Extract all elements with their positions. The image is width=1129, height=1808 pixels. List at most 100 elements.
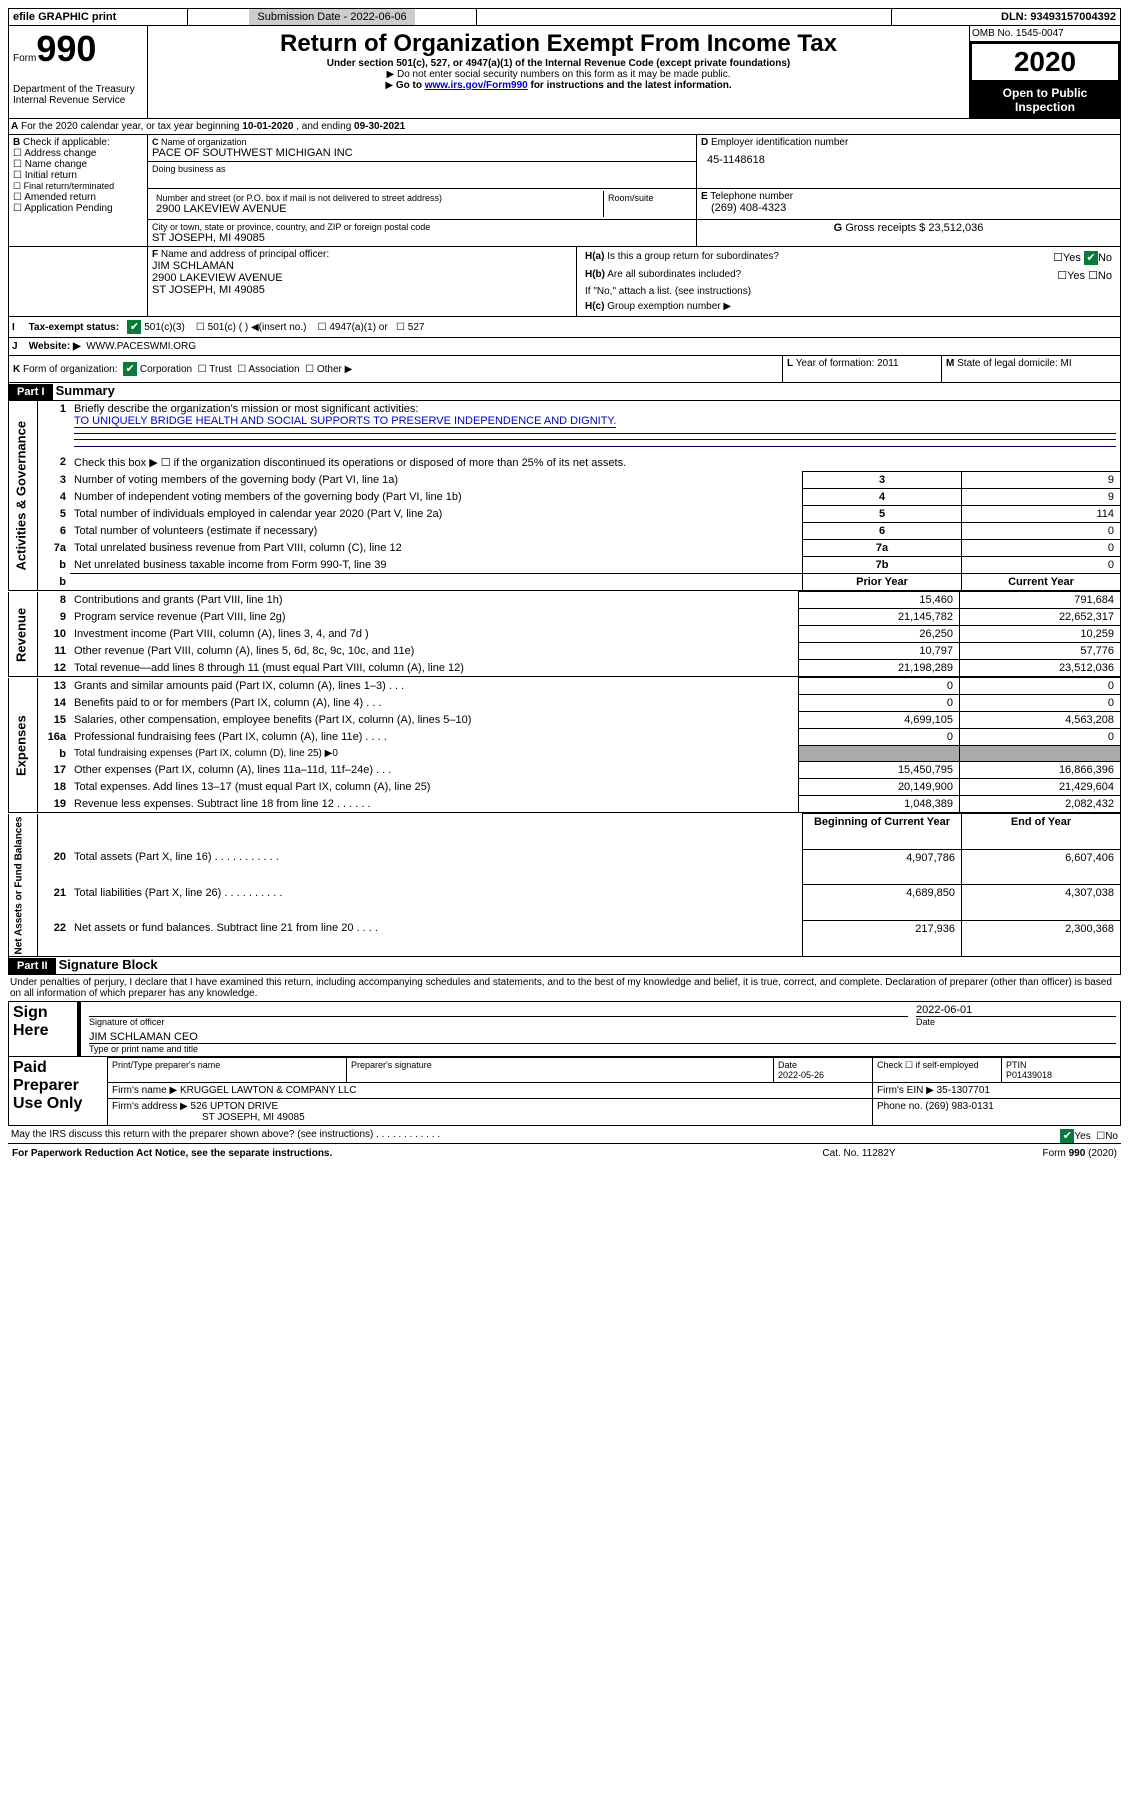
firm-city: ST JOSEPH, MI 49085 (112, 1112, 305, 1123)
ein: 45-1148618 (701, 148, 1116, 172)
ha-yesno[interactable]: ☐Yes ✔No (983, 249, 1116, 267)
exp15-text: Salaries, other compensation, employee b… (70, 712, 799, 729)
corp-check[interactable]: ✔ (123, 362, 137, 376)
ptin: P01439018 (1006, 1070, 1052, 1080)
paid-preparer: Paid Preparer Use Only Print/Type prepar… (8, 1057, 1121, 1126)
dln: DLN: 93493157004392 (1001, 11, 1116, 23)
line7b-text: Net unrelated business taxable income fr… (70, 557, 803, 574)
line-j: J Website: ▶ WWW.PACESWMI.ORG (8, 338, 1121, 356)
line-i: I Tax-exempt status: ✔ 501(c)(3) ☐ 501(c… (8, 317, 1121, 338)
open-public: Open to Public Inspection (970, 82, 1120, 118)
sig-date: 2022-06-01 (916, 1004, 1116, 1017)
hb-yesno[interactable]: ☐Yes ☐No (983, 267, 1116, 284)
firm-name: KRUGGEL LAWTON & COMPANY LLC (180, 1085, 357, 1096)
net22-text: Net assets or fund balances. Subtract li… (70, 920, 803, 956)
addr-label: Number and street (or P.O. box if mail i… (156, 193, 599, 203)
net20-text: Total assets (Part X, line 16) . . . . .… (70, 849, 803, 885)
exp14-text: Benefits paid to or for members (Part IX… (70, 695, 799, 712)
opt-final[interactable]: ☐ Final return/terminated (13, 181, 143, 192)
line7a-text: Total unrelated business revenue from Pa… (70, 540, 803, 557)
efile-label: efile GRAPHIC print (13, 11, 116, 23)
ha-label: Is this a group return for subordinates? (607, 251, 779, 262)
rev12-text: Total revenue—add lines 8 through 11 (mu… (70, 660, 799, 677)
selfemp[interactable]: Check ☐ if self-employed (873, 1057, 1002, 1082)
room-label: Room/suite (604, 191, 693, 217)
officer-name: JIM SCHLAMAN (152, 260, 572, 272)
summary-table: Activities & Governance 1 Briefly descri… (8, 401, 1121, 591)
hc-label: Group exemption number ▶ (607, 301, 731, 312)
dba-label: Doing business as (152, 164, 692, 174)
prep-date: 2022-05-26 (778, 1070, 824, 1080)
net21-text: Total liabilities (Part X, line 26) . . … (70, 885, 803, 921)
opt-initial[interactable]: ☐ Initial return (13, 170, 143, 181)
city: ST JOSEPH, MI 49085 (152, 232, 692, 244)
c-name-label: Name of organization (161, 137, 247, 147)
gross: 23,512,036 (928, 222, 983, 234)
prep-title: Paid Preparer Use Only (9, 1057, 108, 1125)
opt-name[interactable]: ☐ Name change (13, 159, 143, 170)
subtitle: Under section 501(c), 527, or 4947(a)(1)… (327, 58, 790, 69)
opt-amended[interactable]: ☐ Amended return (13, 192, 143, 203)
line7b-val: 0 (962, 557, 1121, 574)
expenses-table: Expenses 13Grants and similar amounts pa… (8, 677, 1121, 813)
part-ii-header: Part II Signature Block (8, 957, 1121, 975)
exp16b-text: Total fundraising expenses (Part IX, col… (70, 746, 799, 762)
penalties: Under penalties of perjury, I declare th… (8, 975, 1121, 1001)
rev9-text: Program service revenue (Part VIII, line… (70, 609, 799, 626)
officer-sig-name: JIM SCHLAMAN CEO (89, 1031, 1116, 1044)
firm-phone: (269) 983-0131 (925, 1101, 993, 1112)
prep-print-label: Print/Type preparer's name (108, 1057, 347, 1082)
footer-left: For Paperwork Reduction Act Notice, see … (12, 1148, 332, 1159)
street: 2900 LAKEVIEW AVENUE (156, 203, 599, 215)
rev10-text: Investment income (Part VIII, column (A)… (70, 626, 799, 643)
phone: (269) 408-4323 (701, 202, 1116, 214)
omb: OMB No. 1545-0047 (970, 26, 1120, 42)
discuss-row: May the IRS discuss this return with the… (8, 1126, 1121, 1144)
website[interactable]: WWW.PACESWMI.ORG (86, 341, 196, 352)
netassets-table: Net Assets or Fund Balances Beginning of… (8, 813, 1121, 957)
note2: ▶ Go to www.irs.gov/Form990 for instruct… (158, 80, 959, 91)
note1: ▶ Do not enter social security numbers o… (158, 69, 959, 80)
col-begin: Beginning of Current Year (814, 816, 950, 828)
q2: Check this box ▶ ☐ if the organization d… (70, 454, 1121, 472)
hb-label: Are all subordinates included? (607, 269, 741, 280)
name-label: Type or print name and title (89, 1044, 1116, 1054)
opt-address[interactable]: ☐ Address change (13, 148, 143, 159)
line6-text: Total number of volunteers (estimate if … (70, 523, 803, 540)
line5-val: 114 (962, 506, 1121, 523)
e-label: Telephone number (710, 191, 793, 202)
line5-text: Total number of individuals employed in … (70, 506, 803, 523)
city-label: City or town, state or province, country… (152, 222, 692, 232)
g-label: Gross receipts $ (845, 222, 925, 234)
fh-block: F Name and address of principal officer:… (8, 247, 1121, 317)
prep-sig-label: Preparer's signature (347, 1057, 774, 1082)
col-prior: Prior Year (856, 576, 908, 588)
q1-text: Briefly describe the organization's miss… (74, 403, 418, 415)
part-i-header: Part I Summary (8, 383, 1121, 401)
officer-addr: 2900 LAKEVIEW AVENUE (152, 272, 572, 284)
501c3-check[interactable]: ✔ (127, 320, 141, 334)
line4-text: Number of independent voting members of … (70, 489, 803, 506)
entity-block: B Check if applicable: ☐ Address change … (8, 135, 1121, 247)
org-name: PACE OF SOUTHWEST MICHIGAN INC (152, 147, 692, 159)
form-label: Form990 (13, 28, 143, 70)
officer-city: ST JOSEPH, MI 49085 (152, 284, 572, 296)
line6-val: 0 (962, 523, 1121, 540)
firm-ein: 35-1307701 (937, 1085, 990, 1096)
opt-pending[interactable]: ☐ Application Pending (13, 203, 143, 214)
b-label: Check if applicable: (23, 137, 110, 148)
side-governance: Activities & Governance (9, 401, 38, 591)
discuss-yesno[interactable]: ✔Yes ☐No (1060, 1129, 1118, 1143)
submission-btn[interactable]: Submission Date - 2022-06-06 (249, 9, 414, 25)
sign-here-label: Sign Here (9, 1001, 80, 1056)
mission: TO UNIQUELY BRIDGE HEALTH AND SOCIAL SUP… (74, 415, 616, 428)
line3-text: Number of voting members of the governin… (70, 472, 803, 489)
dept-label: Department of the TreasuryInternal Reven… (13, 84, 143, 106)
sig-label: Signature of officer (89, 1017, 908, 1027)
top-bar: efile GRAPHIC print Submission Date - 20… (8, 8, 1121, 26)
d-label: Employer identification number (711, 137, 848, 148)
f-label: Name and address of principal officer: (161, 249, 329, 260)
footer-mid: Cat. No. 11282Y (755, 1146, 963, 1161)
h-note: If "No," attach a list. (see instruction… (581, 284, 1116, 299)
instructions-link[interactable]: www.irs.gov/Form990 (425, 80, 528, 91)
